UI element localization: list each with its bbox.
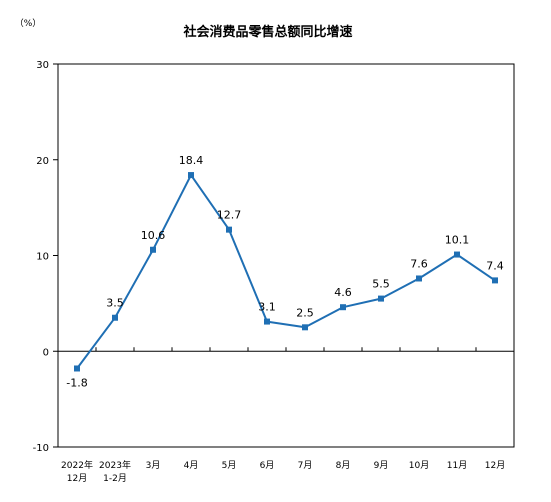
data-point-marker — [264, 318, 270, 325]
x-axis-category-label: 8月 — [336, 460, 351, 471]
data-label: 18.4 — [179, 154, 204, 167]
x-axis-category-label: 2023年 — [99, 459, 131, 471]
chart-title: 社会消费品零售总额同比增速 — [182, 24, 352, 40]
data-label: -1.8 — [66, 376, 87, 389]
x-axis-category-label: 12月 — [67, 473, 87, 484]
y-axis-tick-label: 0 — [43, 347, 49, 358]
data-point-marker — [340, 304, 346, 311]
data-point-marker — [492, 277, 498, 284]
x-axis-category-label: 11月 — [447, 460, 467, 471]
data-point-marker — [112, 314, 118, 321]
data-label: 3.5 — [106, 297, 124, 310]
data-label: 7.6 — [410, 257, 428, 270]
y-axis-tick-label: 30 — [36, 60, 49, 71]
y-axis-tick-label: -10 — [33, 443, 49, 454]
y-axis-unit-label: （%） — [15, 18, 42, 29]
series-line — [76, 174, 496, 370]
x-axis-category-label: 6月 — [260, 460, 275, 471]
x-axis-category-label: 7月 — [298, 460, 313, 471]
y-axis-tick-label: 10 — [36, 252, 49, 263]
x-axis-category-label: 9月 — [374, 460, 389, 471]
x-axis-category-label: 2022年 — [61, 459, 93, 471]
x-axis-category-label: 4月 — [184, 460, 199, 471]
data-label: 10.1 — [445, 234, 470, 247]
data-point-marker — [188, 172, 194, 179]
x-axis-category-label: 1-2月 — [103, 473, 127, 484]
data-label: 7.4 — [486, 259, 504, 272]
data-label: 4.6 — [334, 286, 352, 299]
data-point-marker — [150, 246, 156, 253]
data-point-marker — [226, 226, 232, 233]
data-label: 5.5 — [372, 278, 390, 291]
x-axis-category-label: 10月 — [409, 460, 429, 471]
plot-area-frame — [57, 63, 515, 448]
data-label: 12.7 — [217, 209, 242, 222]
data-label: 2.5 — [296, 306, 314, 319]
data-label: 10.6 — [141, 229, 166, 242]
data-point-marker — [302, 324, 308, 331]
data-point-marker — [454, 251, 460, 258]
x-axis-category-label: 12月 — [485, 460, 505, 471]
x-axis-category-label: 5月 — [222, 460, 237, 471]
data-label: 3.1 — [258, 301, 276, 314]
data-point-marker — [416, 275, 422, 282]
y-axis-tick-label: 20 — [36, 156, 49, 167]
x-axis-category-label: 3月 — [146, 460, 161, 471]
data-point-marker — [378, 295, 384, 302]
data-point-marker — [74, 365, 80, 372]
